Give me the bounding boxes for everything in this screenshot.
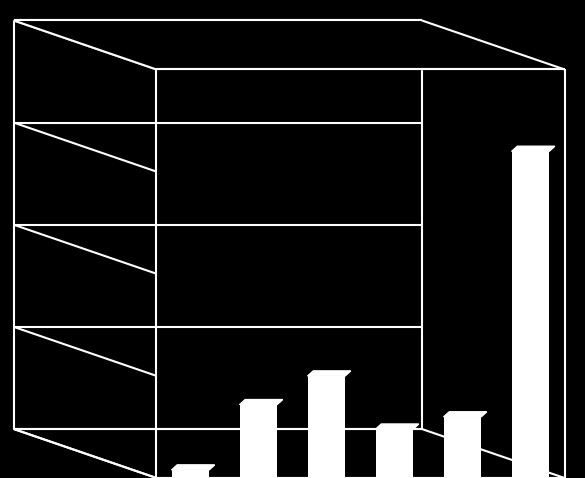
Polygon shape — [240, 400, 283, 404]
Bar — [376, 429, 413, 478]
Polygon shape — [444, 412, 487, 417]
Polygon shape — [512, 146, 555, 151]
Polygon shape — [376, 424, 419, 429]
Polygon shape — [13, 21, 565, 69]
Polygon shape — [172, 465, 215, 470]
Bar — [172, 470, 209, 478]
Polygon shape — [308, 371, 350, 376]
Bar — [512, 151, 549, 478]
Polygon shape — [13, 429, 565, 478]
Polygon shape — [13, 21, 422, 429]
Bar — [240, 404, 277, 478]
Bar — [444, 417, 481, 478]
Bar — [308, 376, 345, 478]
